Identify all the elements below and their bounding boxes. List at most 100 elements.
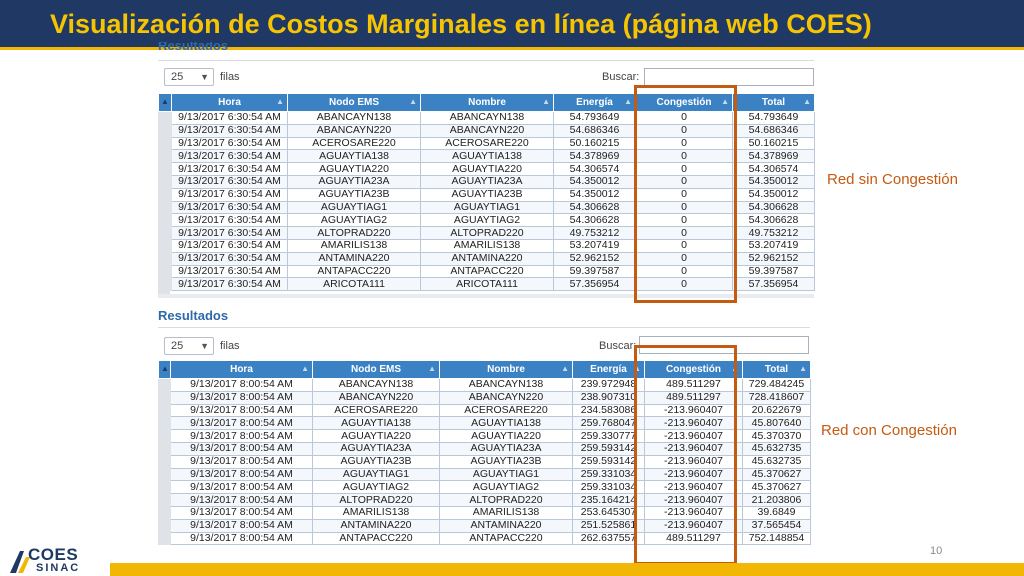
bottom-column-header[interactable]: Total ▲ <box>742 360 811 379</box>
sort-arrows-icon: ▲ <box>409 97 417 106</box>
table-cell: AGUAYTIAG1 <box>312 467 440 482</box>
table-cell: 729.484245 <box>742 378 811 392</box>
table-cell: AGUAYTIA220 <box>420 162 554 176</box>
table-cell: ARICOTA111 <box>420 277 554 292</box>
row-spacer <box>158 162 172 176</box>
logo-mark-icon <box>10 551 30 573</box>
table-row: 9/13/2017 8:00:54 AM ANTAMINA220 ANTAMINA2… <box>158 518 811 533</box>
row-spacer <box>158 416 171 431</box>
table-cell: 54.350012 <box>732 187 815 202</box>
congestion-highlight-top <box>634 85 737 303</box>
table-cell: 259.593142 <box>572 441 645 456</box>
top-horizontal-scrollbar[interactable] <box>158 294 814 298</box>
table-cell: 54.350012 <box>553 187 636 202</box>
logo-text-bottom: SINAC <box>36 562 81 574</box>
table-row: 9/13/2017 6:30:54 AM ARICOTA111 ARICOTA111… <box>158 277 815 292</box>
bottom-column-header[interactable]: Nodo EMS ▲ <box>312 360 440 379</box>
table-row: 9/13/2017 8:00:54 AM AGUAYTIAG2 AGUAYTIAG2… <box>158 480 811 495</box>
bottom-panel-divider <box>158 327 810 328</box>
table-cell: ANTAMINA220 <box>420 251 554 266</box>
table-cell: AGUAYTIA220 <box>439 429 573 443</box>
table-cell: 9/13/2017 6:30:54 AM <box>171 200 288 215</box>
table-cell: 9/13/2017 6:30:54 AM <box>171 123 288 138</box>
table-row: 9/13/2017 8:00:54 AM AGUAYTIA138 AGUAYTIA1… <box>158 416 811 431</box>
top-column-header[interactable]: Total ▲ <box>732 93 815 112</box>
table-cell: 9/13/2017 6:30:54 AM <box>171 149 288 164</box>
table-cell: 9/13/2017 6:30:54 AM <box>171 251 288 266</box>
table-cell: 37.565454 <box>742 518 811 533</box>
table-cell: 9/13/2017 6:30:54 AM <box>171 111 288 125</box>
table-cell: ANTAMINA220 <box>439 518 573 533</box>
bottom-column-header[interactable]: Energía ▲ <box>572 360 645 379</box>
table-cell: 752.148854 <box>742 531 811 546</box>
sort-arrows-icon: ▲ <box>301 364 309 373</box>
bottom-page-length-value: 25 <box>171 340 184 352</box>
sort-up-icon: ▲ <box>161 97 169 106</box>
table-cell: 9/13/2017 6:30:54 AM <box>171 162 288 176</box>
row-spacer <box>158 200 172 215</box>
row-spacer <box>158 111 172 125</box>
table-cell: AGUAYTIA220 <box>312 429 440 443</box>
table-cell: 45.807640 <box>742 416 811 431</box>
bottom-column-header[interactable]: Hora ▲ <box>170 360 313 379</box>
sort-arrows-icon: ▲ <box>803 97 811 106</box>
table-cell: 238.907310 <box>572 390 645 405</box>
bottom-page-length-select[interactable]: 25 ▼ <box>164 337 214 355</box>
table-cell: 50.160215 <box>732 136 815 151</box>
table-cell: AGUAYTIAG2 <box>420 213 554 228</box>
sort-arrows-icon: ▲ <box>624 97 632 106</box>
top-table-header-row: ▲ Hora ▲ Nodo EMS ▲ Nombre ▲ Energía ▲ Congestión… <box>158 93 815 112</box>
bottom-column-header[interactable]: Nombre ▲ <box>439 360 573 379</box>
row-spacer <box>158 238 172 253</box>
table-cell: ACEROSARE220 <box>287 136 421 151</box>
bottom-results-table: ▲ Hora ▲ Nodo EMS ▲ Nombre ▲ Energía ▲ Congestión… <box>158 360 811 546</box>
table-cell: ANTAPACC220 <box>287 264 421 279</box>
top-search-input[interactable] <box>644 68 814 86</box>
row-spacer <box>158 403 171 418</box>
top-page-length-select[interactable]: 25 ▼ <box>164 68 214 86</box>
top-column-header[interactable]: Congestión ▲ <box>635 93 733 112</box>
row-spacer <box>158 429 171 443</box>
top-results-table: ▲ Hora ▲ Nodo EMS ▲ Nombre ▲ Energía ▲ Congestión… <box>158 93 815 292</box>
row-spacer <box>158 493 171 507</box>
table-cell: AGUAYTIA23A <box>312 441 440 456</box>
table-cell: ALTOPRAD220 <box>312 493 440 507</box>
table-cell: 9/13/2017 6:30:54 AM <box>171 264 288 279</box>
row-spacer <box>158 277 172 292</box>
table-cell: 54.793649 <box>732 111 815 125</box>
bottom-sort-corner[interactable]: ▲ <box>158 360 171 379</box>
top-sort-corner[interactable]: ▲ <box>158 93 172 112</box>
bottom-table-body: 9/13/2017 8:00:54 AM ABANCAYN138 ABANCAYN1… <box>158 378 811 546</box>
table-cell: AGUAYTIAG1 <box>420 200 554 215</box>
table-cell: 9/13/2017 6:30:54 AM <box>171 136 288 151</box>
table-cell: ABANCAYN138 <box>420 111 554 125</box>
table-cell: AGUAYTIA138 <box>312 416 440 431</box>
table-row: 9/13/2017 8:00:54 AM ACEROSARE220 ACEROSAR… <box>158 403 811 418</box>
table-cell: ABANCAYN220 <box>439 390 573 405</box>
table-cell: ABANCAYN220 <box>287 123 421 138</box>
table-cell: 54.378969 <box>732 149 815 164</box>
table-cell: 0 <box>635 174 733 189</box>
table-cell: 54.686346 <box>553 123 636 138</box>
table-cell: 45.632735 <box>742 441 811 456</box>
table-cell: 9/13/2017 8:00:54 AM <box>170 441 313 456</box>
row-spacer <box>158 149 172 164</box>
table-cell: 54.350012 <box>732 174 815 189</box>
table-row: 9/13/2017 8:00:54 AM ABANCAYN138 ABANCAYN1… <box>158 378 811 392</box>
table-cell: -213.960407 <box>644 493 743 507</box>
table-cell: ANTAPACC220 <box>439 531 573 546</box>
sort-arrows-icon: ▲ <box>276 97 284 106</box>
coes-sinac-logo: COES SINAC <box>8 545 108 575</box>
table-cell: 9/13/2017 8:00:54 AM <box>170 429 313 443</box>
row-spacer <box>158 441 171 456</box>
table-cell: ANTAMINA220 <box>287 251 421 266</box>
bottom-table-header-row: ▲ Hora ▲ Nodo EMS ▲ Nombre ▲ Energía ▲ Congestión… <box>158 360 811 379</box>
top-column-header[interactable]: Nombre ▲ <box>420 93 554 112</box>
bottom-column-header[interactable]: Congestión ▲ <box>644 360 743 379</box>
table-cell: ANTAMINA220 <box>312 518 440 533</box>
top-length-label: filas <box>220 71 240 83</box>
table-cell: 9/13/2017 6:30:54 AM <box>171 174 288 189</box>
top-column-header[interactable]: Nodo EMS ▲ <box>287 93 421 112</box>
top-column-header[interactable]: Hora ▲ <box>171 93 288 112</box>
top-column-header[interactable]: Energía ▲ <box>553 93 636 112</box>
